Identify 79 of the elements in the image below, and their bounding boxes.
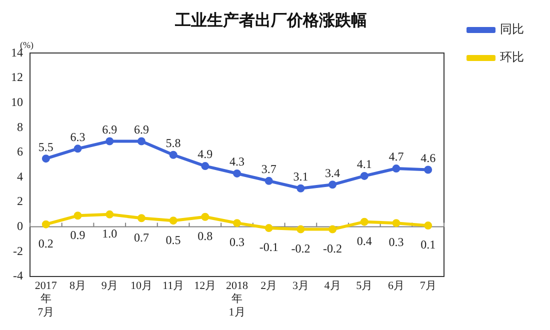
x-tick-label: 2月 (260, 280, 278, 292)
point (424, 222, 432, 230)
y-tick-label: -4 (13, 268, 23, 283)
data-label: 1.0 (102, 226, 118, 241)
data-label: 3.1 (293, 170, 308, 184)
data-label: 0.3 (388, 235, 404, 250)
y-tick-label: -2 (13, 244, 23, 258)
x-tick-label: 12月 (194, 280, 216, 292)
chart-title: 工业生产者出厂价格涨跌幅 (174, 12, 367, 30)
point (137, 214, 146, 222)
x-tick-label: 2018 年 1月 (226, 280, 248, 318)
point (106, 137, 114, 146)
point (328, 180, 337, 189)
data-label: -0.2 (291, 241, 310, 256)
point (74, 212, 82, 220)
data-label: -0.1 (259, 240, 278, 254)
data-label: 3.4 (325, 166, 340, 180)
data-label: 5.5 (38, 140, 54, 154)
x-tick-label: 5月 (356, 280, 373, 292)
point (233, 219, 241, 228)
point (264, 176, 273, 185)
point (74, 144, 82, 153)
x-tick-label: 4月 (324, 280, 341, 292)
point (201, 162, 210, 170)
data-label: 4.3 (230, 154, 244, 169)
data-label: 0.7 (134, 230, 149, 244)
point (424, 166, 432, 174)
y-tick-label: 6 (17, 144, 23, 159)
x-tick-label: 2017 年 7月 (34, 280, 58, 318)
point (328, 225, 337, 234)
x-tick-label: 10月 (130, 280, 152, 292)
point (296, 225, 305, 234)
point (360, 218, 368, 226)
data-label: 0.1 (420, 238, 436, 252)
point (360, 172, 368, 180)
point (392, 164, 400, 173)
point (106, 210, 114, 218)
point (137, 137, 146, 146)
point (233, 169, 241, 178)
data-label: 6.9 (134, 122, 149, 136)
data-label: 0.3 (230, 235, 244, 250)
data-label: 4.1 (356, 157, 372, 172)
point (169, 216, 178, 225)
y-tick-label: 12 (11, 70, 23, 84)
data-label: 4.9 (198, 147, 213, 162)
point (42, 220, 50, 228)
point (392, 219, 400, 228)
data-label: 6.3 (70, 130, 86, 144)
y-tick-label: 10 (11, 94, 23, 109)
y-tick-label: 8 (17, 120, 23, 134)
data-label: 4.7 (388, 150, 404, 164)
point (42, 154, 50, 163)
y-tick-label: 0 (17, 218, 23, 233)
y-tick-label: 2 (17, 194, 23, 208)
legend-label: 环比 (500, 50, 524, 64)
y-tick-label: 14 (11, 45, 23, 60)
x-tick-label: 6月 (388, 280, 404, 292)
data-label: 0.8 (198, 229, 213, 244)
point (296, 184, 305, 192)
y-tick-label: 4 (17, 169, 23, 184)
legend-label: 同比 (500, 22, 524, 36)
x-tick-label: 3月 (292, 280, 309, 292)
x-tick-label: 8月 (70, 280, 86, 292)
data-label: 0.9 (70, 228, 86, 242)
data-label: 4.6 (420, 150, 436, 165)
x-tick-label: 7月 (420, 280, 436, 292)
data-label: 0.4 (356, 234, 372, 248)
point (264, 224, 273, 232)
x-tick-label: 11月 (162, 280, 184, 292)
y-axis-title: (%) (20, 40, 34, 50)
data-label: -0.2 (323, 241, 342, 256)
data-label: 3.7 (261, 162, 276, 176)
data-label: 6.9 (102, 122, 118, 136)
point (201, 212, 210, 221)
x-tick-label: 9月 (101, 280, 118, 292)
data-label: 0.5 (166, 232, 181, 247)
point (169, 150, 178, 159)
data-label: 5.8 (166, 136, 181, 150)
data-label: 0.2 (38, 236, 54, 250)
